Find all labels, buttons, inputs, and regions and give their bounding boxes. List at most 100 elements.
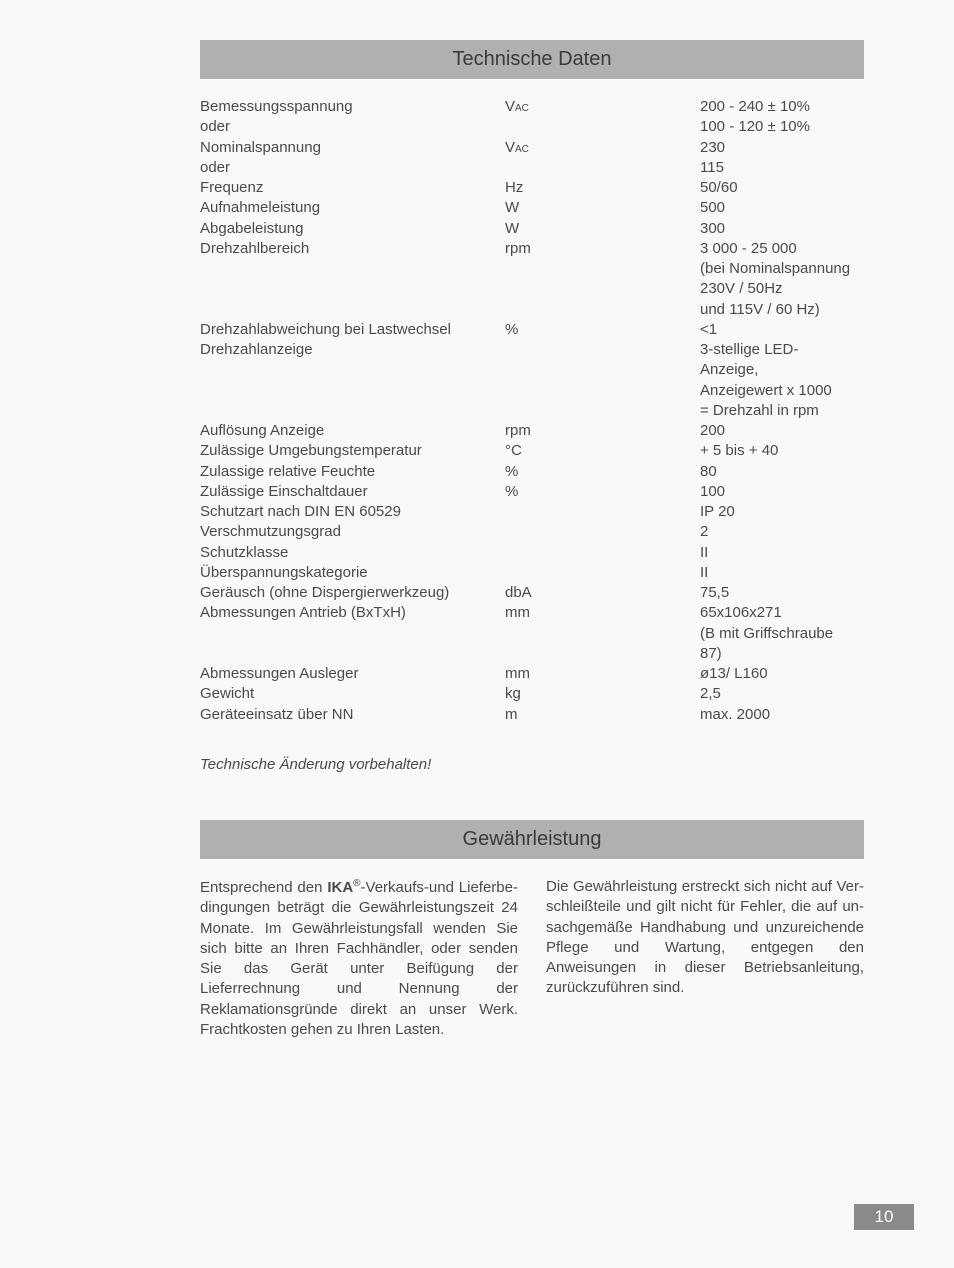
spec-value: 200 [700,421,854,441]
spec-label: Frequenz [200,178,505,198]
unit-v: V [505,98,515,115]
spec-unit: % [505,482,700,502]
spec-value: II [700,563,854,583]
spec-label: Überspannungskategorie [200,563,505,583]
warranty-text-post: -Verkaufs-und Lieferbe­dingungen beträgt… [200,879,518,1038]
unit-ac: AC [515,144,529,155]
spec-row: und 115V / 60 Hz) [200,300,854,320]
spec-row: Anzeigewert x 1000 [200,381,854,401]
spec-row: FrequenzHz50/60 [200,178,854,198]
spec-value: 100 [700,482,854,502]
spec-value: IP 20 [700,502,854,522]
spec-row: oder 100 - 120 ± 10% [200,117,854,137]
spec-value: 300 [700,219,854,239]
footnote: Technische Änderung vorbehalten! [200,755,864,775]
spec-row: Zulässige Umgebungstemperatur°C+ 5 bis +… [200,441,854,461]
spec-row: Gewichtkg2,5 [200,684,854,704]
page-number: 10 [854,1204,914,1230]
spec-label: Zulässige Einschaltdauer [200,482,505,502]
spec-row: AufnahmeleistungW500 [200,198,854,218]
section-header-tech: Technische Daten [200,40,864,79]
spec-value: 3-stellige LED-Anzeige, [700,340,854,381]
spec-row: Schutzart nach DIN EN 60529IP 20 [200,502,854,522]
spec-label: Nominalspannung [200,138,505,158]
spec-label: Abmessungen Ausleger [200,664,505,684]
spec-row: Abmessungen Auslegermmø13/ L160 [200,664,854,684]
warranty-col-2: Die Gewährleistung erstreckt sich nicht … [546,877,864,1040]
spec-table: BemessungsspannungVAC200 - 240 ± 10%oder… [200,97,864,725]
spec-value: Anzeigewert x 1000 [700,381,854,401]
spec-row: Drehzahlanzeige 3-stellige LED-Anzeige, [200,340,854,381]
spec-label: Bemessungsspannung [200,97,505,117]
spec-label: Geräteeinsatz über NN [200,705,505,725]
spec-unit: mm [505,603,700,623]
spec-label: Geräusch (ohne Dispergierwerkzeug) [200,583,505,603]
spec-value: 230 [700,138,854,158]
registered-icon: ® [353,878,360,889]
spec-label: Zulassige relative Feuchte [200,462,505,482]
unit-ac: AC [515,103,529,114]
spec-value: 3 000 - 25 000 [700,239,854,259]
spec-row: 230V / 50Hz [200,279,854,299]
spec-unit: W [505,219,700,239]
spec-value: 115 [700,158,854,178]
spec-row: Geräusch (ohne Dispergierwerkzeug)dbA75,… [200,583,854,603]
spec-unit: Hz [505,178,700,198]
spec-label: Schutzklasse [200,543,505,563]
spec-value: <1 [700,320,854,340]
spec-value: und 115V / 60 Hz) [700,300,854,320]
spec-label: Drehzahlbereich [200,239,505,259]
spec-row: Drehzahlabweichung bei Lastwechsel%<1 [200,320,854,340]
spec-label: oder [200,117,505,137]
spec-label: Drehzahlabweichung bei Lastwechsel [200,320,505,340]
spec-unit: % [505,462,700,482]
spec-value: 80 [700,462,854,482]
spec-row: (B mit Griffschraube 87) [200,624,854,665]
spec-row: Drehzahlbereichrpm3 000 - 25 000 [200,239,854,259]
spec-value: 65x106x271 [700,603,854,623]
spec-row: Schutzklasse II [200,543,854,563]
spec-unit: dbA [505,583,700,603]
spec-row: BemessungsspannungVAC200 - 240 ± 10% [200,97,854,117]
spec-row: Abmessungen Antrieb (BxTxH)mm65x106x271 [200,603,854,623]
spec-row: Überspannungskategorie II [200,563,854,583]
spec-value: 2 [700,522,854,542]
spec-row: = Drehzahl in rpm [200,401,854,421]
spec-unit: VAC [505,97,700,117]
spec-value: 100 - 120 ± 10% [700,117,854,137]
spec-unit: W [505,198,700,218]
spec-label: Abgabeleistung [200,219,505,239]
spec-row: Zulassige relative Feuchte%80 [200,462,854,482]
spec-value: ø13/ L160 [700,664,854,684]
page: Technische Daten BemessungsspannungVAC20… [0,0,954,1268]
warranty-columns: Entsprechend den IKA®-Verkaufs-und Liefe… [200,877,864,1040]
spec-value: = Drehzahl in rpm [700,401,854,421]
spec-row: (bei Nominalspannung [200,259,854,279]
spec-label: oder [200,158,505,178]
spec-row: Verschmutzungsgrad 2 [200,522,854,542]
spec-label: Verschmutzungsgrad [200,522,505,542]
spec-row: NominalspannungVAC230 [200,138,854,158]
spec-value: II [700,543,854,563]
spec-value: 75,5 [700,583,854,603]
spec-value: 2,5 [700,684,854,704]
spec-unit: rpm [505,239,700,259]
section-header-warranty: Gewährleistung [200,820,864,859]
spec-unit: % [505,320,700,340]
spec-label: Aufnahmeleistung [200,198,505,218]
warranty-text-pre: Entsprechend den [200,879,327,896]
spec-label: Abmessungen Antrieb (BxTxH) [200,603,505,623]
spec-unit: m [505,705,700,725]
spec-value: + 5 bis + 40 [700,441,854,461]
spec-value: (B mit Griffschraube 87) [700,624,854,665]
spec-label: Auflösung Anzeige [200,421,505,441]
spec-value: (bei Nominalspannung [700,259,854,279]
spec-value: 200 - 240 ± 10% [700,97,854,117]
spec-row: AbgabeleistungW300 [200,219,854,239]
spec-unit: kg [505,684,700,704]
spec-label: Gewicht [200,684,505,704]
spec-label: Drehzahlanzeige [200,340,505,360]
warranty-col-1: Entsprechend den IKA®-Verkaufs-und Liefe… [200,877,518,1040]
spec-row: Zulässige Einschaltdauer%100 [200,482,854,502]
spec-value: 500 [700,198,854,218]
